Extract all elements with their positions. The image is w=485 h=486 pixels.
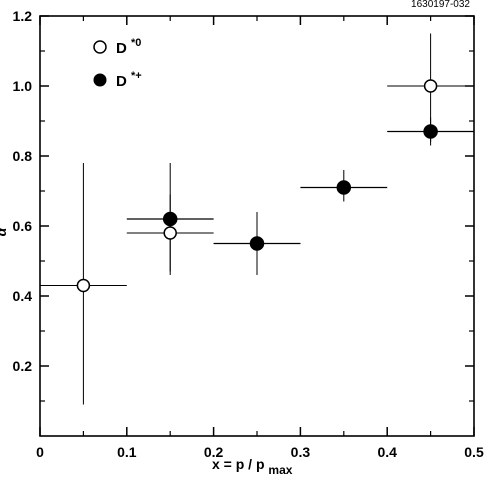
error-bars [40, 33, 474, 405]
x-tick-label: 0.4 [377, 444, 397, 460]
filled-data-point [423, 124, 438, 139]
legend-item-d-star-0: D *0 [93, 37, 141, 57]
y-tick-label: 0.4 [13, 288, 33, 304]
x-axis-label: x = p / p [212, 456, 265, 472]
y-axis-label: α [0, 226, 9, 236]
x-tick-label: 0.1 [117, 444, 137, 460]
svg-text:D *+: D *+ [116, 70, 142, 90]
y-ticks [40, 15, 474, 402]
y-tick-label: 1.0 [13, 78, 33, 94]
y-tick-label: 0.8 [13, 148, 33, 164]
y-tick-label: 0.2 [13, 358, 33, 374]
x-tick-label: 0.5 [464, 444, 484, 460]
filled-data-point [336, 180, 352, 195]
x-tick-label: 0.3 [291, 444, 311, 460]
open-data-point [76, 278, 91, 293]
x-axis-title: x = p / p max [212, 456, 293, 477]
legend-label-sup: *0 [131, 37, 141, 49]
open-data-point [163, 226, 177, 240]
data-markers [76, 79, 438, 293]
x-tick-label: 0 [36, 444, 44, 460]
figure-id: 1630197-032 [411, 0, 470, 10]
legend-label-base: D [116, 73, 127, 90]
legend-label-base: D [116, 40, 127, 57]
x-axis-label-subscript: max [268, 463, 292, 477]
legend: D *0 D *+ [93, 37, 142, 90]
x-tick-label: 0.2 [204, 444, 224, 460]
legend-filled-circle-icon [93, 73, 107, 87]
y-tick-label: 1.2 [13, 8, 33, 24]
legend-open-circle-icon [93, 40, 107, 54]
filled-data-point [249, 236, 265, 251]
y-tick-labels: 0.2 0.4 0.6 0.8 1.0 1.2 [13, 8, 33, 374]
svg-text:D *0: D *0 [116, 37, 141, 57]
open-data-point [423, 79, 438, 93]
legend-item-d-star-plus: D *+ [93, 70, 142, 90]
x-ticks [39, 16, 475, 436]
svg-text:x = p / p max: x = p / p max [212, 456, 293, 477]
y-tick-label: 0.6 [13, 218, 33, 234]
filled-data-point [162, 211, 178, 227]
x-tick-labels: 0 0.1 0.2 0.3 0.4 0.5 [36, 444, 484, 460]
legend-label-sup: *+ [131, 70, 142, 82]
